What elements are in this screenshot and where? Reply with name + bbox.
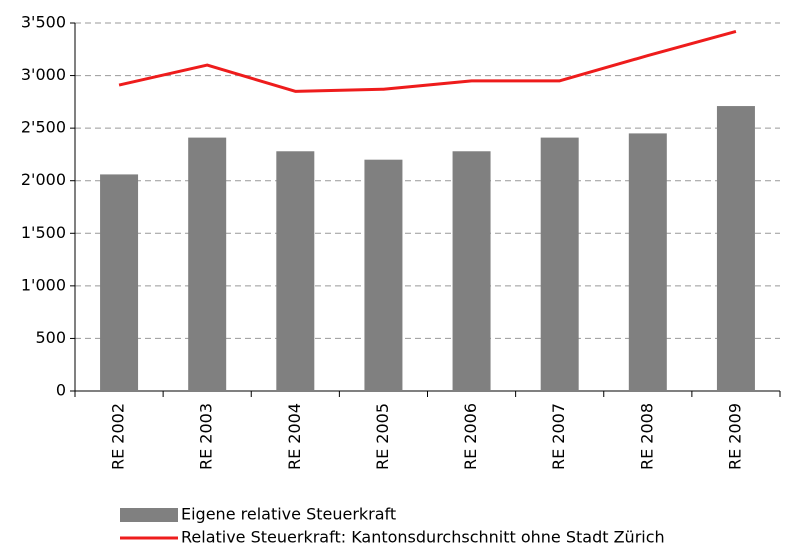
y-tick-label: 0 [56, 381, 66, 400]
bar [716, 106, 755, 391]
legend-swatch [120, 508, 178, 522]
x-tick-label: RE 2004 [285, 403, 304, 470]
x-tick-label: RE 2009 [725, 403, 744, 470]
bar [628, 133, 667, 391]
bar [452, 151, 491, 391]
y-tick-label: 2'000 [21, 170, 66, 189]
line [118, 29, 737, 93]
y-tick-label: 2'500 [21, 118, 66, 137]
x-tick-label: RE 2002 [109, 403, 128, 470]
y-tick-label: 500 [35, 328, 66, 347]
x-tick-label: RE 2006 [461, 403, 480, 470]
bar [276, 151, 315, 391]
legend-label: Eigene relative Steuerkraft [181, 505, 396, 524]
y-tick-label: 1'000 [21, 275, 66, 294]
legend-label: Relative Steuerkraft: Kantonsdurchschnit… [181, 528, 665, 547]
bar [100, 174, 139, 391]
x-tick-label: RE 2008 [637, 403, 656, 470]
bar [188, 137, 227, 391]
x-tick-label: RE 2003 [197, 403, 216, 470]
bar [364, 159, 403, 391]
y-tick-label: 1'500 [21, 223, 66, 242]
x-tick-label: RE 2005 [373, 403, 392, 470]
x-tick-label: RE 2007 [549, 403, 568, 470]
y-tick-label: 3'000 [21, 65, 66, 84]
bar [540, 137, 579, 391]
y-tick-label: 3'500 [21, 13, 66, 32]
